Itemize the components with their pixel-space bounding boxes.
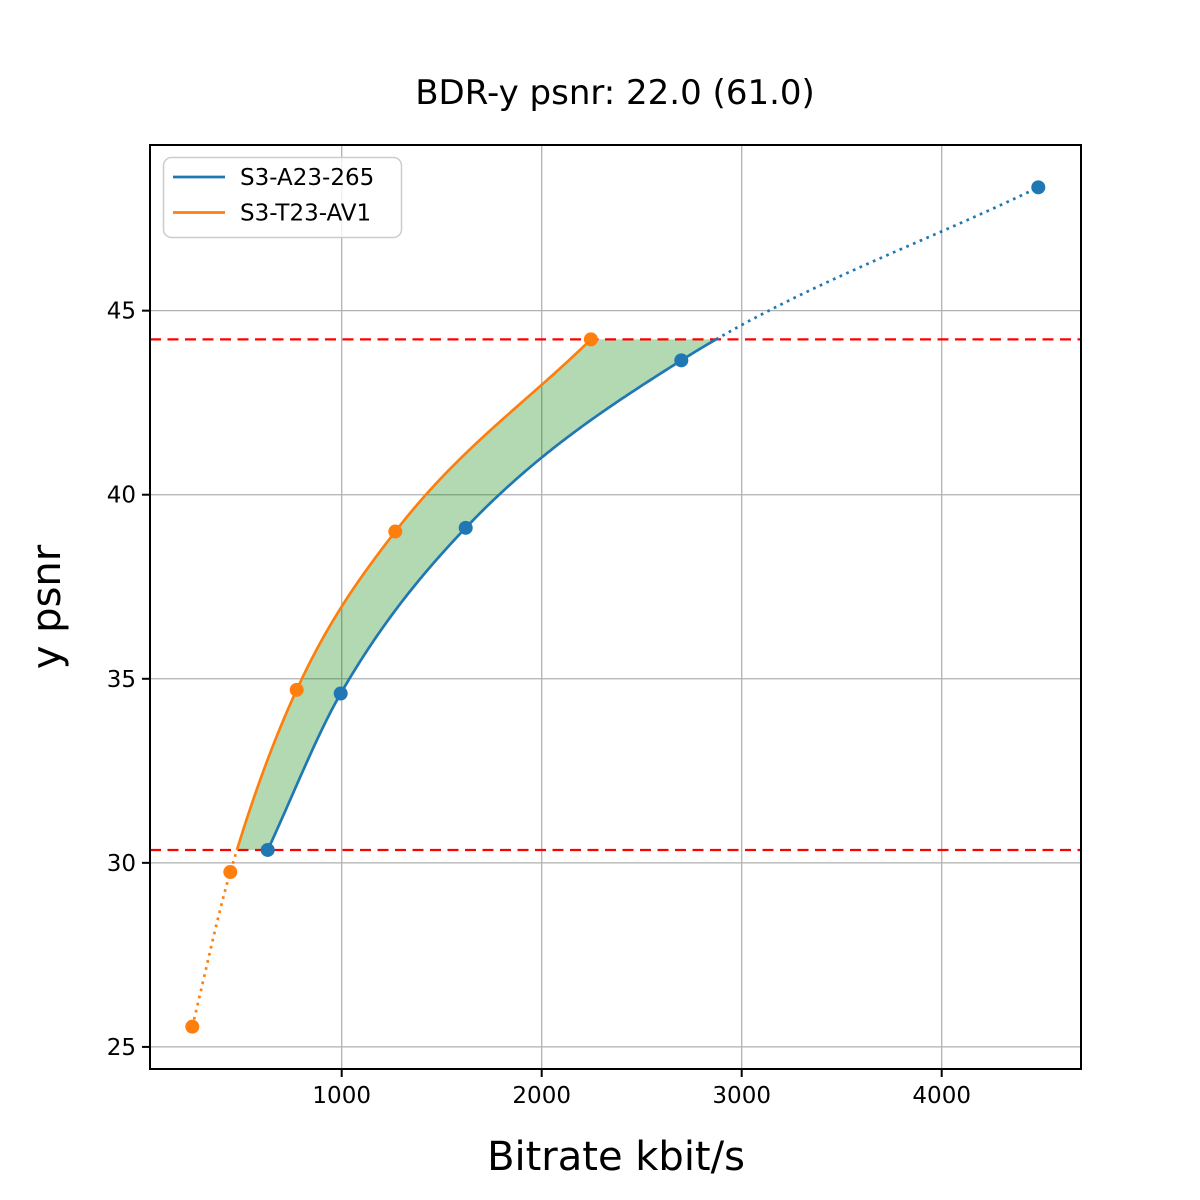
overlap-bound-lines [150, 338, 1081, 852]
data-point-S3-T23-AV1 [583, 332, 598, 347]
curve-dotted-S3-A23-265 [715, 186, 1039, 341]
data-point-S3-A23-265 [458, 520, 473, 535]
gridlines [150, 145, 1081, 1069]
axes-frame [149, 144, 1082, 1070]
bd-overlap-area [236, 339, 717, 850]
x-tick-label: 1000 [312, 1083, 371, 1109]
data-point-S3-T23-AV1 [388, 524, 403, 539]
y-tick-label: 25 [107, 1035, 136, 1061]
data-point-S3-A23-265 [333, 686, 348, 701]
chart-title: BDR-y psnr: 22.0 (61.0) [415, 73, 815, 113]
data-point-S3-T23-AV1 [185, 1019, 200, 1034]
legend-label: S3-A23-265 [240, 165, 374, 191]
curve-dotted-S3-T23-AV1 [190, 849, 239, 1027]
data-point-markers [185, 180, 1046, 1034]
plot-border [149, 144, 1082, 1070]
y-tick-label: 30 [107, 851, 136, 877]
x-tick-label: 2000 [512, 1083, 571, 1109]
y-tick-label: 40 [107, 483, 136, 509]
curve-solid-S3-A23-265 [266, 338, 717, 851]
y-tick-label: 45 [107, 299, 136, 325]
series-curves [190, 186, 1039, 1027]
tick-marks [142, 309, 943, 1077]
legend-label: S3-T23-AV1 [240, 201, 371, 227]
bd-overlap-fill [236, 339, 717, 850]
data-point-S3-A23-265 [674, 353, 689, 368]
data-point-S3-A23-265 [1031, 180, 1046, 195]
x-axis-label: Bitrate kbit/s [487, 1134, 745, 1180]
x-tick-label: 4000 [912, 1083, 971, 1109]
legend: S3-A23-265 S3-T23-AV1 [162, 156, 403, 239]
data-point-S3-T23-AV1 [223, 865, 238, 880]
tick-labels: 1000 2000 3000 4000 25 30 35 40 45 [107, 299, 971, 1109]
x-tick-label: 3000 [712, 1083, 771, 1109]
y-axis-label: y psnr [24, 544, 70, 669]
y-tick-label: 35 [107, 667, 136, 693]
data-point-S3-T23-AV1 [289, 682, 304, 697]
data-point-S3-A23-265 [260, 842, 275, 857]
